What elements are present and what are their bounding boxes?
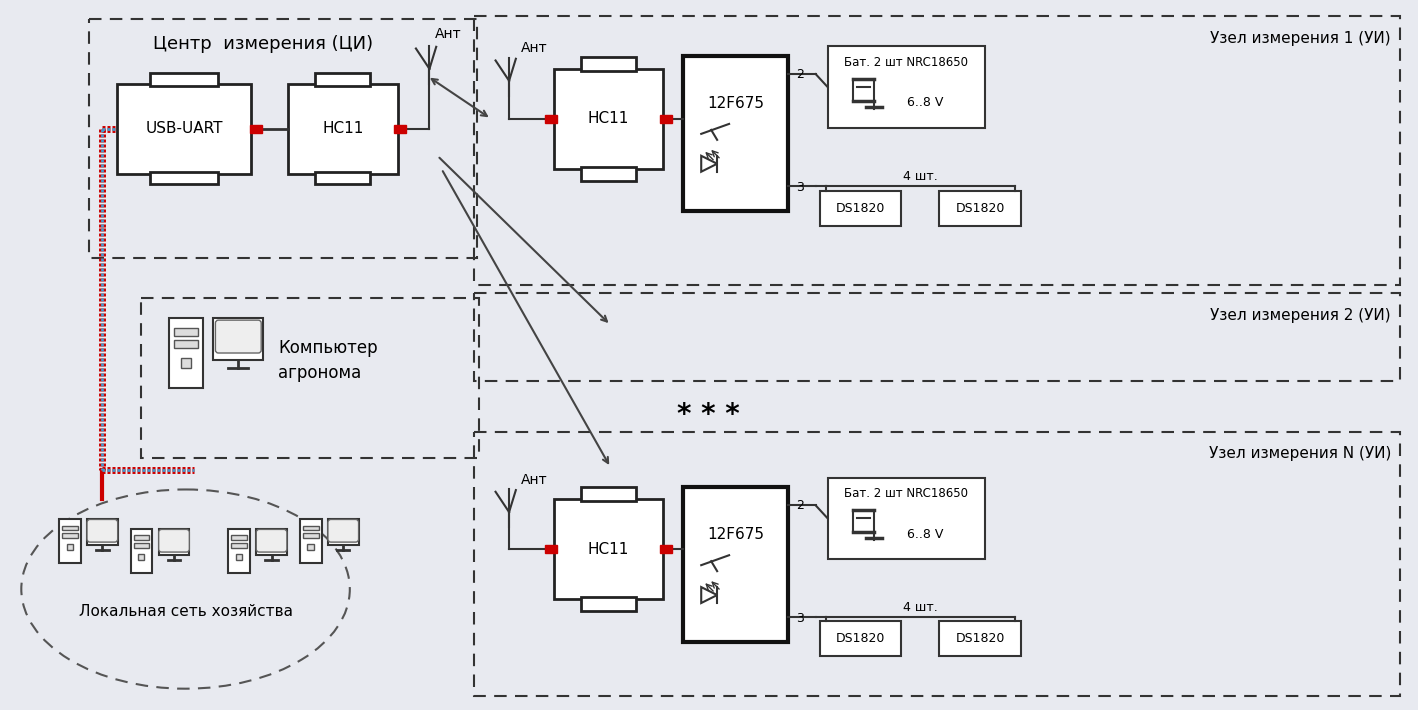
Text: НС11: НС11 [588,111,630,126]
Text: 4 шт.: 4 шт. [903,170,937,183]
Bar [820,621,902,656]
Bar [288,84,397,174]
Bar [581,597,637,611]
Bar [308,544,313,550]
Text: агронома: агронома [278,364,362,382]
Bar [939,191,1021,226]
Bar [133,535,149,540]
Bar [554,499,664,599]
Text: Центр  измерения (ЦИ): Центр измерения (ЦИ) [153,36,373,53]
Bar [86,519,118,545]
Bar [474,16,1400,285]
Text: Бат. 2 шт NRC18650: Бат. 2 шт NRC18650 [844,487,968,500]
Text: 2: 2 [795,67,804,81]
Bar [173,340,199,348]
Bar [474,432,1400,696]
FancyBboxPatch shape [216,320,261,353]
Text: Узел измерения N (УИ): Узел измерения N (УИ) [1210,446,1391,461]
Bar [394,125,406,133]
Text: 3: 3 [795,181,804,194]
Bar [231,543,247,548]
Text: 6..8 V: 6..8 V [908,528,943,541]
Text: 4 шт.: 4 шт. [903,601,937,613]
Bar [116,84,251,174]
Bar [683,488,788,642]
Text: Локальная сеть хозяйства: Локальная сеть хозяйства [78,604,292,620]
Text: 2: 2 [795,499,804,512]
FancyBboxPatch shape [159,530,190,552]
Bar [133,543,149,548]
Bar [159,530,190,555]
Text: USB-UART: USB-UART [145,121,223,136]
Bar [62,525,78,530]
FancyBboxPatch shape [328,520,359,542]
Bar [683,56,788,211]
Text: 12F675: 12F675 [708,96,764,111]
Text: Узел измерения 2 (УИ): Узел измерения 2 (УИ) [1210,307,1391,322]
Bar [545,545,557,553]
Text: 3: 3 [795,613,804,626]
Text: DS1820: DS1820 [835,632,885,645]
Bar [474,293,1400,381]
Bar [820,191,902,226]
Text: * * *: * * * [676,400,740,429]
Polygon shape [702,155,718,172]
Bar [581,167,637,180]
Text: 6..8 V: 6..8 V [908,97,943,109]
Bar [303,533,319,538]
Bar [67,544,72,550]
Polygon shape [702,587,718,603]
Bar [328,519,359,545]
Bar [130,530,152,572]
Bar [545,115,557,123]
Text: Ант: Ант [520,41,547,55]
Bar [554,69,664,169]
Bar [89,19,478,258]
Bar [173,328,199,336]
Bar [150,73,217,86]
FancyBboxPatch shape [257,530,286,552]
Text: Узел измерения 1 (УИ): Узел измерения 1 (УИ) [1210,31,1391,45]
Bar [231,535,247,540]
Bar [581,58,637,71]
Bar [303,525,319,530]
Bar [581,488,637,501]
Bar [150,172,217,185]
Text: Ант: Ант [520,473,547,486]
FancyBboxPatch shape [86,520,118,542]
Text: Компьютер: Компьютер [278,339,377,357]
Bar [140,298,479,458]
Text: НС11: НС11 [588,542,630,557]
Bar [169,318,203,388]
Bar [180,358,190,368]
Bar [214,318,264,360]
Bar [661,545,672,553]
Text: Ант: Ант [434,27,461,41]
Bar [661,115,672,123]
Bar [62,533,78,538]
Text: DS1820: DS1820 [956,632,1004,645]
Bar [301,519,322,562]
Bar [828,478,986,559]
Text: Бат. 2 шт NRC18650: Бат. 2 шт NRC18650 [844,55,968,69]
Text: DS1820: DS1820 [835,202,885,214]
Bar [257,530,286,555]
Bar [60,519,81,562]
Text: НС11: НС11 [322,121,363,136]
Bar [138,554,145,560]
Bar [315,172,370,185]
Text: 12F675: 12F675 [708,528,764,542]
Bar [250,125,262,133]
Bar [228,530,250,572]
Bar [939,621,1021,656]
Text: DS1820: DS1820 [956,202,1004,214]
Bar [235,554,242,560]
Bar [828,46,986,128]
Bar [315,73,370,86]
